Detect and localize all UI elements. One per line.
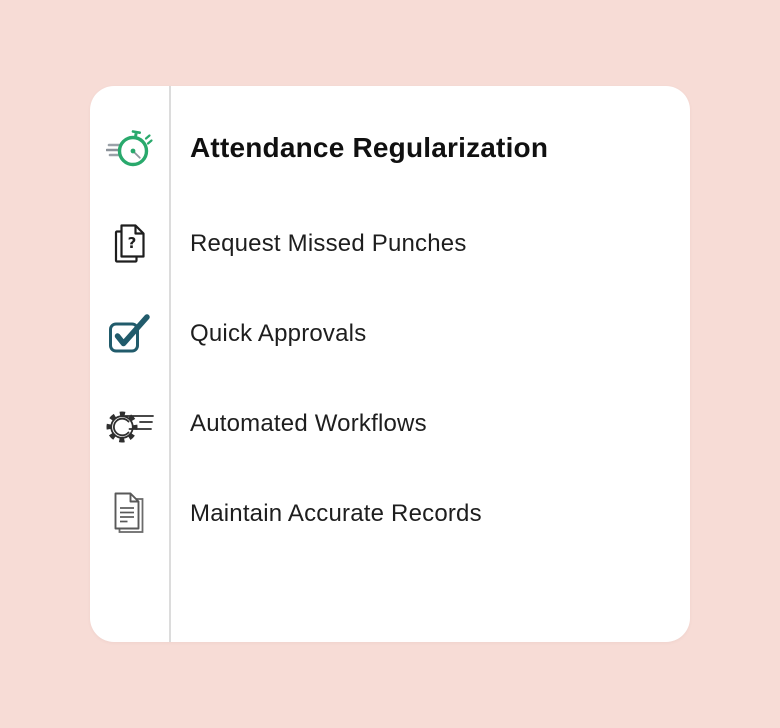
gear-automation-icon	[90, 394, 170, 454]
document-question-icon: ?	[90, 214, 170, 274]
vertical-divider	[169, 86, 171, 642]
feature-card: Attendance Regularization ? Request Miss…	[90, 86, 690, 642]
feature-row: Maintain Accurate Records	[90, 484, 690, 544]
checkbox-checked-icon	[90, 304, 170, 364]
feature-label: Request Missed Punches	[190, 230, 467, 257]
feature-row: ? Request Missed Punches	[90, 214, 690, 274]
feature-row: Quick Approvals	[90, 304, 690, 364]
feature-label: Automated Workflows	[190, 410, 427, 437]
card-header-row: Attendance Regularization	[90, 118, 690, 178]
card-title: Attendance Regularization	[190, 132, 549, 163]
documents-records-icon	[90, 484, 170, 544]
feature-row: Automated Workflows	[90, 394, 690, 454]
svg-text:?: ?	[128, 234, 137, 252]
stopwatch-icon	[90, 118, 170, 178]
feature-label: Quick Approvals	[190, 320, 367, 347]
feature-label: Maintain Accurate Records	[190, 500, 482, 527]
